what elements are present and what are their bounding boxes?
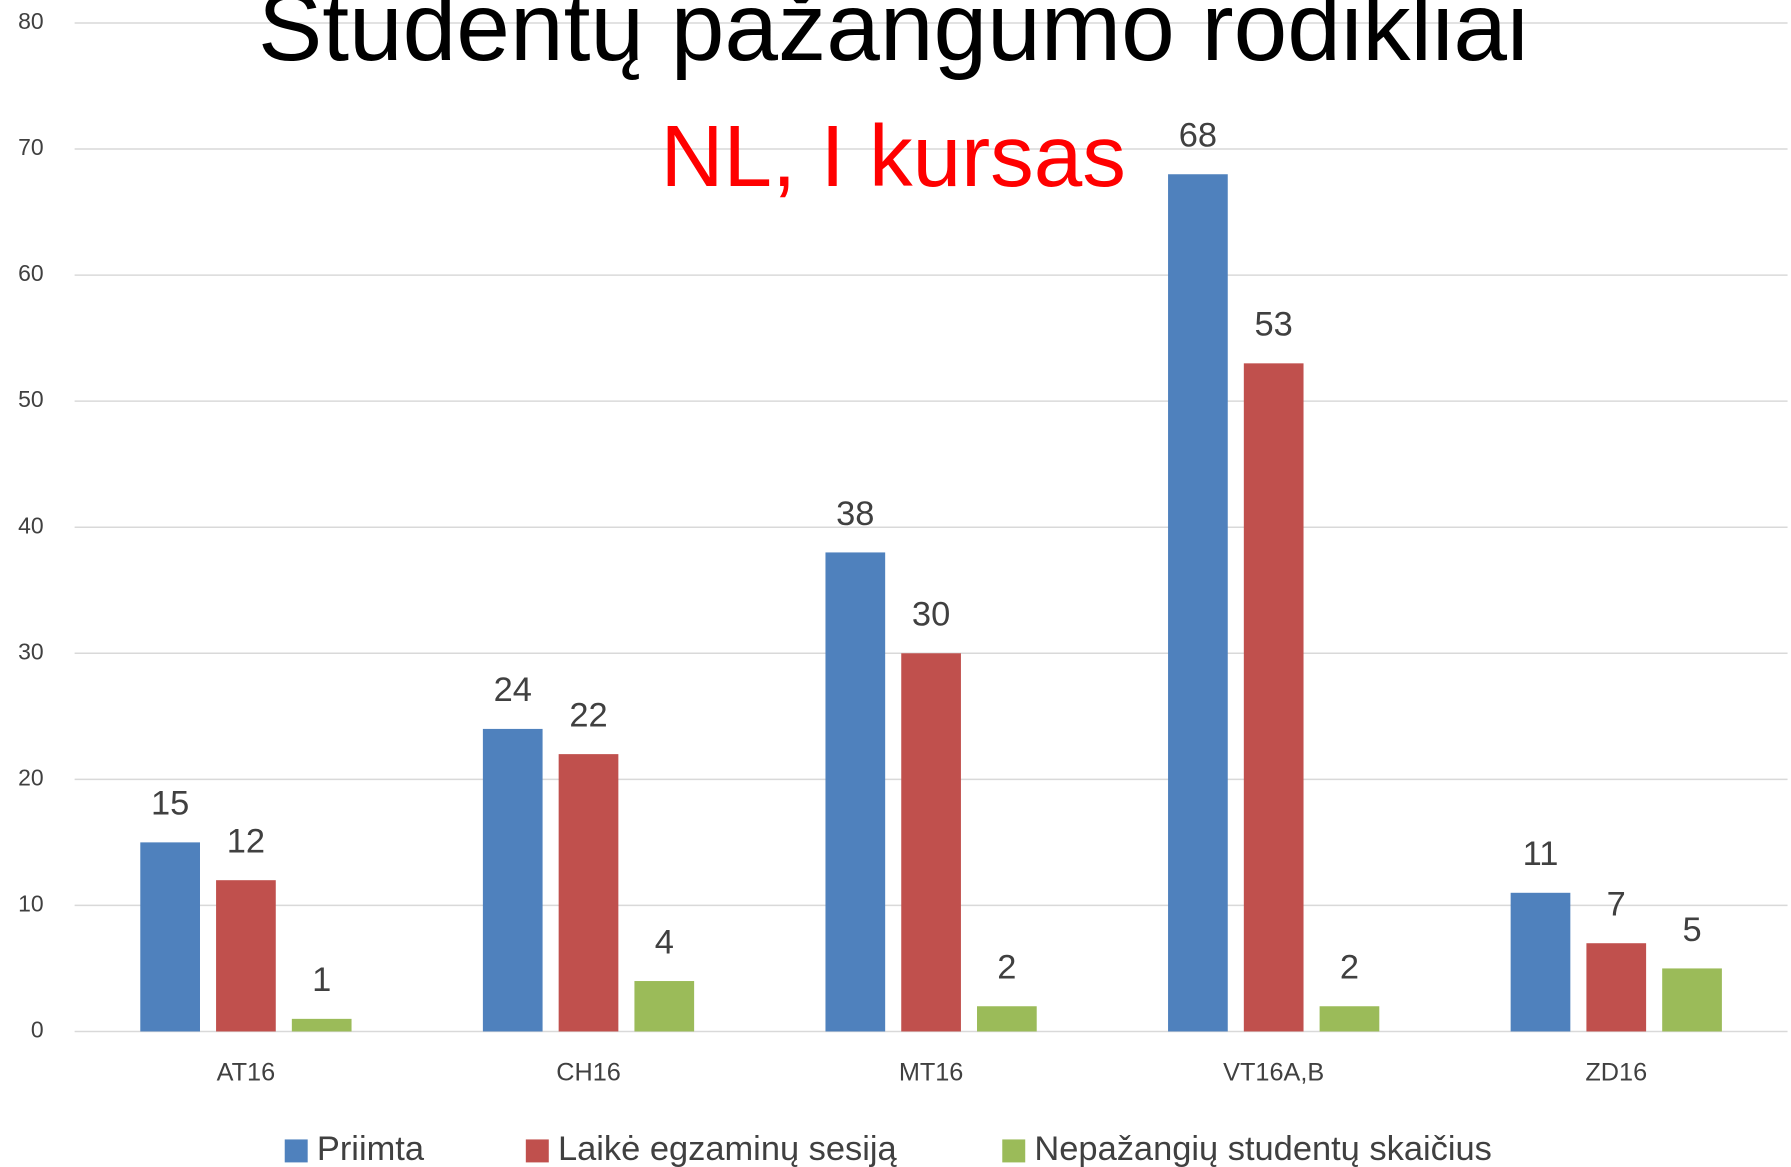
y-tick-label: 50 [18,386,44,412]
legend-label: Nepažangių studentų skaičius [1034,1130,1491,1167]
bar [140,842,200,1032]
bar [482,728,543,1032]
y-tick-label: 30 [18,638,44,664]
data-label: 2 [1340,949,1359,987]
bar [825,552,886,1032]
y-tick-label: 70 [18,134,44,160]
data-label: 22 [569,696,607,734]
bar [291,1018,352,1032]
x-tick-label: ZD16 [1585,1059,1647,1087]
y-tick-label: 40 [18,512,44,538]
y-tick-label: 80 [18,8,44,34]
x-tick-label: MT16 [899,1059,964,1087]
data-label: 11 [1523,835,1559,873]
data-label: 5 [1682,911,1701,949]
bar [901,653,961,1032]
legend-label: Laikė egzaminų sesiją [558,1130,898,1167]
bar [1662,968,1722,1032]
bar [1510,892,1571,1032]
y-tick-label: 10 [18,890,44,916]
x-tick-label: VT16A,B [1223,1059,1324,1087]
data-label: 1 [312,961,331,999]
bar [1168,174,1228,1032]
bar [558,754,619,1032]
data-label: 30 [912,596,950,634]
legend-swatch [525,1139,549,1163]
data-label: 4 [655,923,674,961]
bar [1243,363,1304,1032]
y-tick-label: 0 [31,1017,44,1043]
legend-swatch [284,1139,308,1163]
data-label: 38 [836,495,874,533]
bar [634,981,695,1032]
chart-subtitle: NL, I kursas [660,108,1125,205]
data-label: 24 [494,671,532,709]
bar [977,1006,1037,1032]
data-label: 7 [1607,886,1626,924]
data-label: 2 [997,949,1016,987]
bar [1319,1006,1380,1032]
chart-title: Studentų pažangumo rodikliai [258,0,1529,81]
y-tick-label: 60 [18,260,44,286]
data-label: 15 [151,785,189,823]
bar [216,880,276,1032]
data-label: 68 [1179,117,1217,155]
y-tick-label: 20 [18,764,44,790]
x-tick-label: AT16 [217,1059,275,1087]
data-label: 53 [1255,306,1293,344]
legend-swatch [1002,1139,1026,1163]
data-label: 12 [227,823,265,861]
x-tick-label: CH16 [556,1059,621,1087]
bar [1586,943,1647,1032]
legend-label: Priimta [317,1130,425,1167]
